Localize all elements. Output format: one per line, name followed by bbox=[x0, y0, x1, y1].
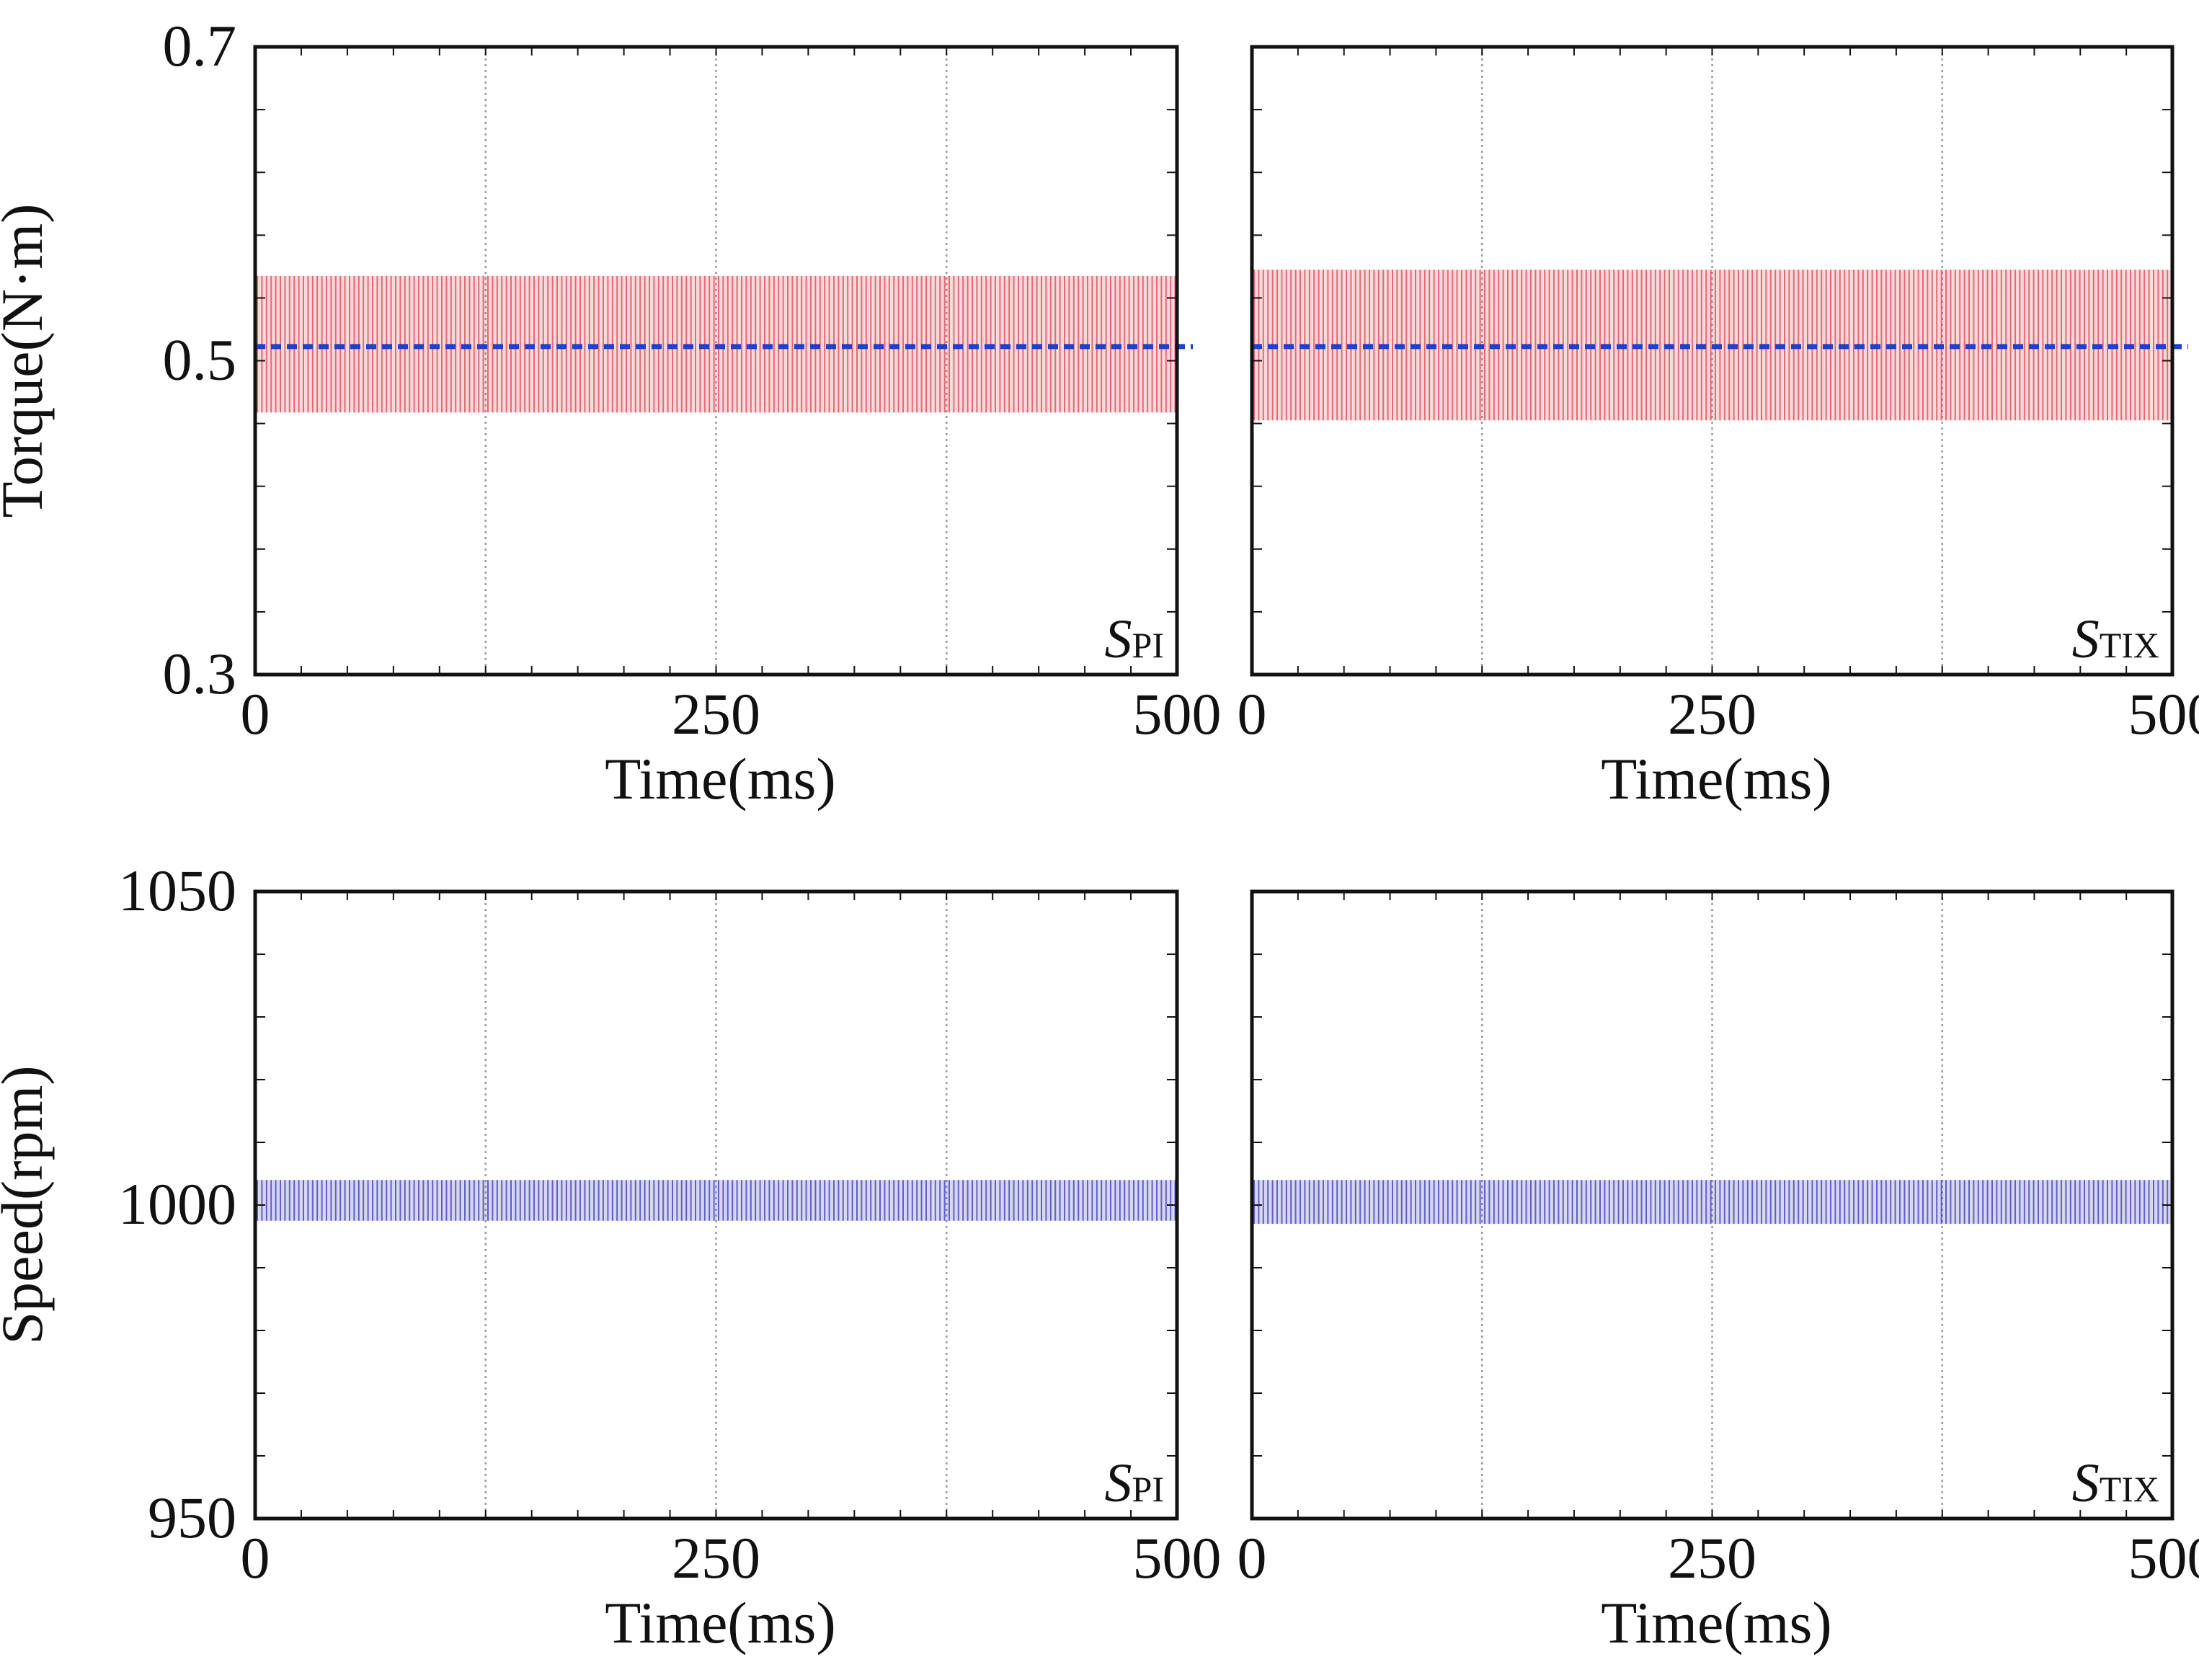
chart-speed-spi-xtick-label-2: 250 bbox=[672, 1525, 760, 1591]
chart-torque-spi-ytick-label-3: 0.7 bbox=[163, 13, 237, 79]
chart-speed-spi-annotation: SPI bbox=[1105, 1453, 1164, 1514]
chart-speed-stix-annotation-main: S bbox=[2072, 1453, 2100, 1514]
chart-torque-spi-annotation-sub: PI bbox=[1132, 625, 1164, 665]
chart-speed-stix-xlabel: Time(ms) bbox=[1601, 1590, 1831, 1655]
chart-speed-spi-xtick-label-1: 0 bbox=[241, 1525, 270, 1591]
chart-speed-stix-band-fill-speed bbox=[1252, 1180, 2172, 1225]
chart-speed-spi-ylabel: Speed(rpm) bbox=[0, 1065, 55, 1344]
chart-speed-stix-xtick-label-3: 500 bbox=[2128, 1525, 2199, 1591]
chart-speed-stix-annotation: STIX bbox=[2072, 1453, 2159, 1514]
chart-torque-stix-xtick-label-1: 0 bbox=[1238, 681, 1267, 747]
chart-torque-spi-annotation: SPI bbox=[1105, 609, 1164, 670]
chart-torque-spi-annotation-main: S bbox=[1105, 609, 1132, 670]
chart-speed-spi-ytick-label-1: 950 bbox=[148, 1485, 236, 1550]
chart-torque-spi-xtick-label-1: 0 bbox=[241, 681, 270, 747]
chart-torque-spi-ytick-label-1: 0.3 bbox=[163, 641, 237, 706]
chart-torque-stix-annotation-main: S bbox=[2072, 609, 2100, 670]
chart-torque-stix-annotation: STIX bbox=[2072, 609, 2159, 670]
chart-speed-spi-annotation-main: S bbox=[1105, 1453, 1132, 1514]
chart-speed-stix-annotation-sub: TIX bbox=[2100, 1469, 2159, 1509]
chart-speed-spi-ytick-label-3: 1050 bbox=[118, 858, 236, 923]
chart-torque-spi-ytick-label-2: 0.5 bbox=[163, 327, 237, 393]
chart-torque-spi-ylabel: Torque(N·m) bbox=[0, 204, 55, 518]
chart-torque-stix-xtick-label-2: 250 bbox=[1668, 681, 1756, 747]
chart-speed-stix-xtick-label-2: 250 bbox=[1668, 1525, 1756, 1591]
chart-torque-stix-xlabel: Time(ms) bbox=[1601, 746, 1831, 812]
chart-speed-spi-xtick-label-3: 500 bbox=[1133, 1525, 1222, 1591]
chart-torque-stix-xtick-label-3: 500 bbox=[2128, 681, 2199, 747]
chart-speed-stix-band-speed bbox=[1253, 1180, 2169, 1225]
chart-torque-spi-xlabel: Time(ms) bbox=[605, 746, 835, 812]
chart-speed-stix-xtick-label-1: 0 bbox=[1238, 1525, 1267, 1591]
chart-torque-spi-xtick-label-2: 250 bbox=[672, 681, 760, 747]
chart-torque-spi-xtick-label-3: 500 bbox=[1133, 681, 1222, 747]
chart-speed-spi-band-speed bbox=[257, 1180, 1176, 1221]
chart-torque-stix-annotation-sub: TIX bbox=[2100, 625, 2159, 665]
chart-speed-spi-annotation-sub: PI bbox=[1132, 1469, 1164, 1509]
chart-speed-spi-band-fill-speed bbox=[255, 1180, 1177, 1221]
chart-speed-spi-ytick-label-2: 1000 bbox=[118, 1171, 236, 1237]
chart-speed-spi-xlabel: Time(ms) bbox=[605, 1590, 835, 1655]
